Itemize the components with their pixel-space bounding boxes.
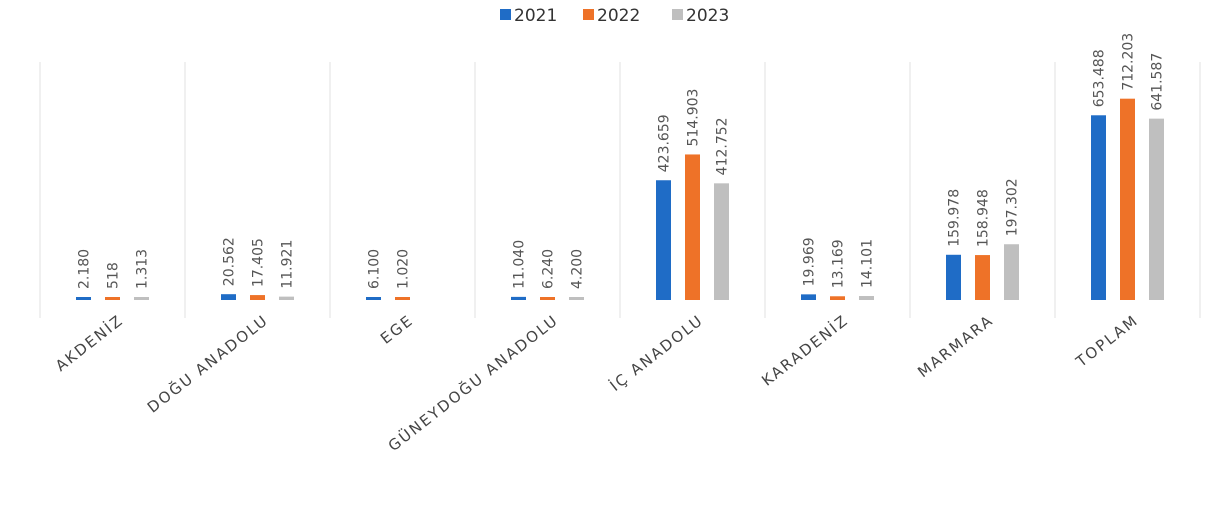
legend-label-2023: 2023 xyxy=(686,6,729,26)
bar-dogu-anadolu-2023 xyxy=(279,296,294,300)
bar-marmara-2021 xyxy=(946,254,961,300)
bars xyxy=(76,98,1164,300)
bar-karadeniz-2023 xyxy=(859,296,874,300)
bar-akdeniz-2023 xyxy=(134,297,149,300)
category-label-dogu-anadolu: DOĞU ANADOLU xyxy=(143,310,272,416)
legend-label-2021: 2021 xyxy=(514,6,557,26)
value-label-toplam-2021: 653.488 xyxy=(1092,49,1108,107)
category-label-ic-anadolu: İÇ ANADOLU xyxy=(606,310,707,395)
bar-ege-2021 xyxy=(366,297,381,300)
value-label-ege-2022: 1.020 xyxy=(396,249,412,289)
value-label-toplam-2022: 712.203 xyxy=(1121,33,1137,91)
value-label-ic-anadolu-2021: 423.659 xyxy=(657,114,673,172)
value-label-akdeniz-2022: 518 xyxy=(106,262,122,289)
legend-label-2022: 2022 xyxy=(597,6,640,26)
value-label-karadeniz-2022: 13.169 xyxy=(831,239,847,288)
value-label-dogu-anadolu-2022: 17.405 xyxy=(251,238,267,287)
bar-ic-anadolu-2023 xyxy=(714,183,729,300)
value-label-karadeniz-2021: 19.969 xyxy=(802,237,818,286)
bar-dogu-anadolu-2022 xyxy=(250,295,265,300)
value-label-dogu-anadolu-2023: 11.921 xyxy=(280,240,296,289)
legend: 2021 2022 2023 xyxy=(500,6,729,26)
legend-swatch-2022 xyxy=(583,9,594,20)
bar-toplam-2023 xyxy=(1149,118,1164,300)
value-label-akdeniz-2021: 2.180 xyxy=(77,249,93,289)
bar-toplam-2022 xyxy=(1120,98,1135,300)
value-label-guneydogu-anadolu-2021: 11.040 xyxy=(512,240,528,289)
category-label-toplam: TOPLAM xyxy=(1072,311,1142,371)
bar-marmara-2022 xyxy=(975,255,990,300)
category-gridlines xyxy=(39,62,1201,318)
bar-akdeniz-2022 xyxy=(105,297,120,300)
bar-ic-anadolu-2022 xyxy=(685,154,700,300)
value-label-toplam-2023: 641.587 xyxy=(1150,53,1166,111)
value-label-ic-anadolu-2023: 412.752 xyxy=(715,117,731,175)
value-label-ege-2021: 6.100 xyxy=(367,249,383,289)
bar-karadeniz-2021 xyxy=(801,294,816,300)
value-label-ic-anadolu-2022: 514.903 xyxy=(686,89,702,147)
legend-swatch-2023 xyxy=(672,9,683,20)
value-label-karadeniz-2023: 14.101 xyxy=(860,239,876,288)
value-labels: 2.180 518 1.313 20.562 17.405 11.921 6.100 1.02… xyxy=(77,33,1166,289)
bar-guneydogu-anadolu-2022 xyxy=(540,297,555,300)
bar-toplam-2021 xyxy=(1091,115,1106,300)
bar-guneydogu-anadolu-2021 xyxy=(511,296,526,300)
bar-dogu-anadolu-2021 xyxy=(221,294,236,300)
value-label-guneydogu-anadolu-2022: 6.240 xyxy=(541,249,557,289)
bar-karadeniz-2022 xyxy=(830,296,845,300)
legend-swatch-2021 xyxy=(500,9,511,20)
category-label-akdeniz: AKDENİZ xyxy=(51,310,127,375)
category-label-ege: EGE xyxy=(377,311,417,348)
bar-ege-2022 xyxy=(395,297,410,300)
value-label-dogu-anadolu-2021: 20.562 xyxy=(222,237,238,286)
bar-ic-anadolu-2021 xyxy=(656,180,671,300)
bar-guneydogu-anadolu-2023 xyxy=(569,297,584,300)
value-label-marmara-2022: 158.948 xyxy=(976,189,992,247)
category-label-guneydogu-anadolu: GÜNEYDOĞU ANADOLU xyxy=(384,310,562,455)
value-label-akdeniz-2023: 1.313 xyxy=(135,249,151,289)
value-label-guneydogu-anadolu-2023: 4.200 xyxy=(570,249,586,289)
value-label-marmara-2021: 159.978 xyxy=(947,189,963,247)
value-label-marmara-2023: 197.302 xyxy=(1005,178,1021,236)
bar-akdeniz-2021 xyxy=(76,297,91,300)
bar-marmara-2023 xyxy=(1004,244,1019,300)
category-label-karadeniz: KARADENİZ xyxy=(758,310,852,390)
category-label-marmara: MARMARA xyxy=(914,311,997,381)
